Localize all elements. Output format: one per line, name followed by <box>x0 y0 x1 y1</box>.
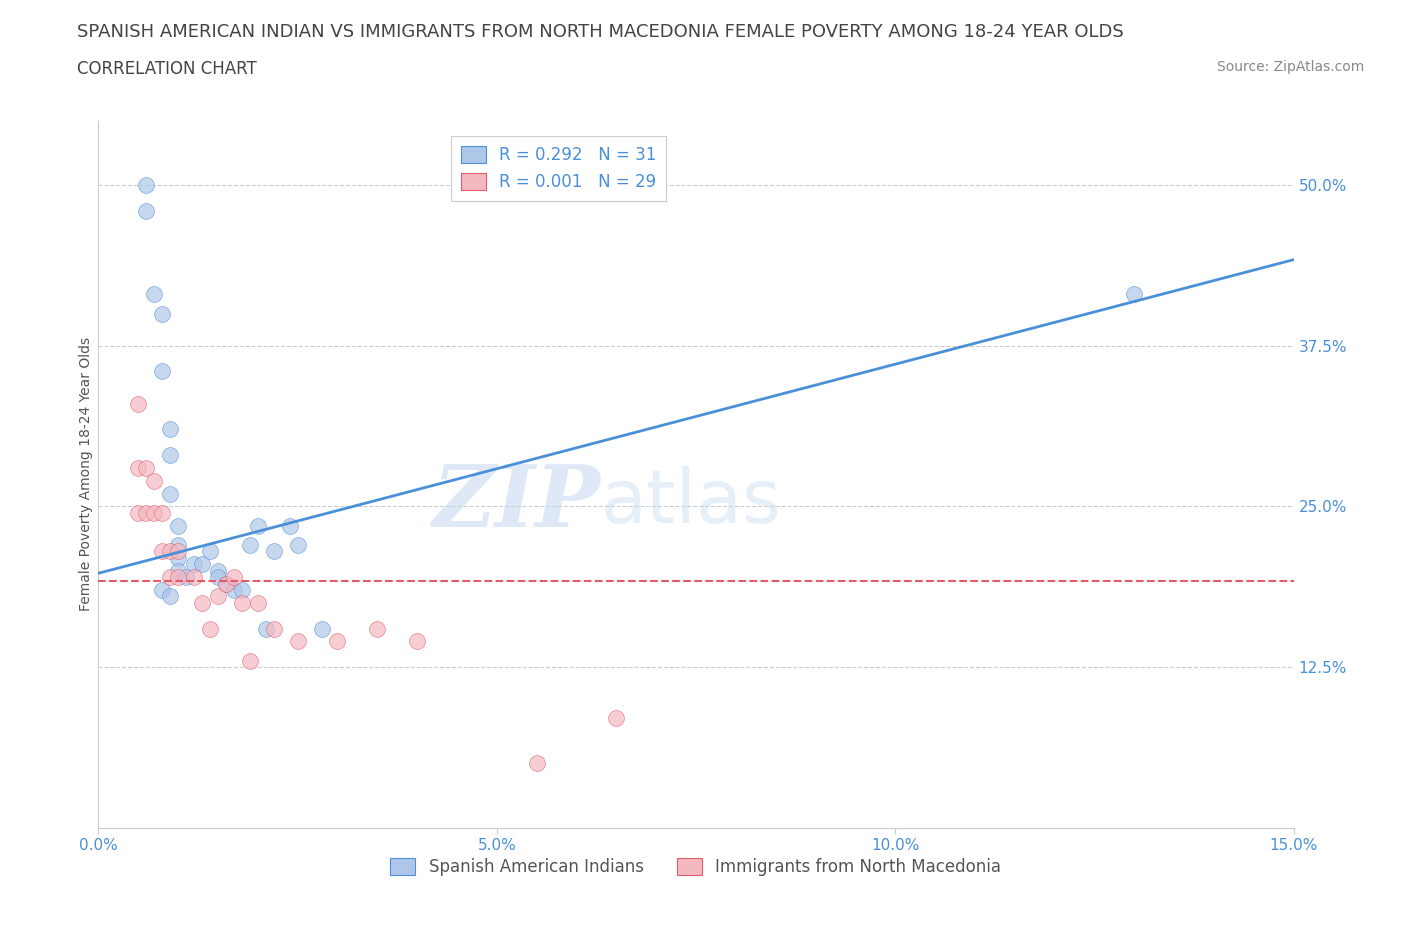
Point <box>135 460 157 475</box>
Point <box>278 518 301 533</box>
Point <box>167 544 190 559</box>
Point <box>191 557 214 572</box>
Point <box>366 621 388 636</box>
Point <box>143 473 166 488</box>
Point <box>246 595 269 610</box>
Point <box>287 538 309 552</box>
Point <box>167 564 190 578</box>
Point <box>127 505 149 520</box>
Point <box>605 711 627 726</box>
Point <box>183 570 205 585</box>
Point <box>287 634 309 649</box>
Point <box>143 287 166 302</box>
Text: CORRELATION CHART: CORRELATION CHART <box>77 60 257 78</box>
Point <box>150 364 173 379</box>
Point <box>127 460 149 475</box>
Text: SPANISH AMERICAN INDIAN VS IMMIGRANTS FROM NORTH MACEDONIA FEMALE POVERTY AMONG : SPANISH AMERICAN INDIAN VS IMMIGRANTS FR… <box>77 23 1123 41</box>
Point <box>246 518 269 533</box>
Point <box>150 582 173 597</box>
Point <box>231 595 253 610</box>
Point <box>231 582 253 597</box>
Point <box>311 621 333 636</box>
Point <box>150 544 173 559</box>
Text: Source: ZipAtlas.com: Source: ZipAtlas.com <box>1216 60 1364 74</box>
Point <box>215 576 238 591</box>
Point <box>198 621 221 636</box>
Point <box>167 570 190 585</box>
Point <box>167 551 190 565</box>
Y-axis label: Female Poverty Among 18-24 Year Olds: Female Poverty Among 18-24 Year Olds <box>79 338 93 611</box>
Point <box>159 486 181 501</box>
Point <box>406 634 429 649</box>
Point <box>222 582 245 597</box>
Point <box>150 505 173 520</box>
Point <box>198 544 221 559</box>
Point <box>167 538 190 552</box>
Point <box>207 570 229 585</box>
Point <box>239 653 262 668</box>
Point <box>159 447 181 462</box>
Point <box>143 505 166 520</box>
Point <box>263 621 285 636</box>
Point <box>239 538 262 552</box>
Point <box>215 576 238 591</box>
Point <box>135 204 157 219</box>
Point <box>183 557 205 572</box>
Point <box>159 422 181 437</box>
Point <box>326 634 349 649</box>
Text: ZIP: ZIP <box>433 461 600 544</box>
Point <box>159 589 181 604</box>
Point <box>159 544 181 559</box>
Point <box>1123 287 1146 302</box>
Point <box>207 564 229 578</box>
Point <box>167 518 190 533</box>
Point <box>135 505 157 520</box>
Point <box>254 621 277 636</box>
Point <box>174 570 197 585</box>
Point <box>191 595 214 610</box>
Point <box>207 589 229 604</box>
Point <box>135 178 157 193</box>
Point <box>159 570 181 585</box>
Text: atlas: atlas <box>600 466 782 539</box>
Point <box>526 756 548 771</box>
Point <box>263 544 285 559</box>
Point <box>127 396 149 411</box>
Point <box>150 306 173 321</box>
Legend: Spanish American Indians, Immigrants from North Macedonia: Spanish American Indians, Immigrants fro… <box>384 852 1008 883</box>
Point <box>222 570 245 585</box>
